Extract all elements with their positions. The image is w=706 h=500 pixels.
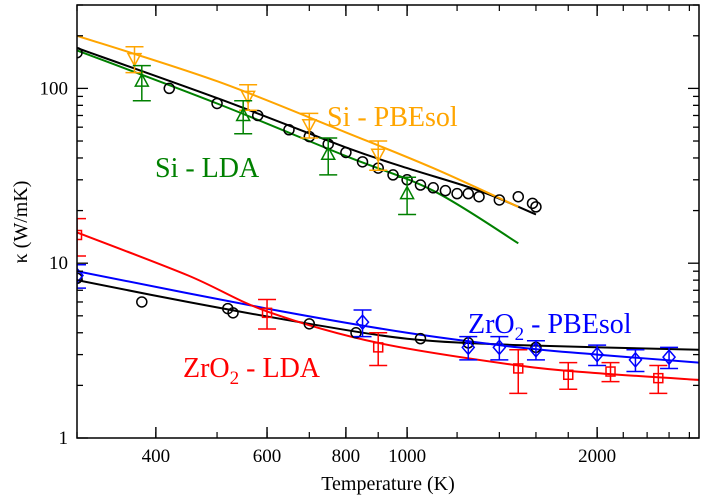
annotation-si-lda: Si - LDA	[155, 153, 260, 184]
data-point	[320, 145, 336, 161]
series-zro2-fit	[77, 279, 699, 351]
annotation-zro2-pbesol: ZrO2 - PBEsol	[468, 309, 632, 345]
series-si-fit	[77, 47, 537, 216]
data-point	[303, 318, 316, 330]
series-si-lda-fit	[77, 49, 519, 245]
data-point	[126, 52, 143, 68]
y-tick-label: 10	[49, 253, 68, 274]
data-point	[77, 272, 83, 285]
data-point	[136, 296, 148, 308]
x-tick-label: 400	[142, 446, 171, 467]
data-point	[451, 187, 463, 200]
axis-tick-labels: 400 600 800 1000 2000 1 10 100	[40, 78, 617, 467]
data-point	[605, 366, 616, 377]
data-point	[211, 97, 223, 110]
plot-area	[77, 34, 699, 395]
series-zro2-pbesol-fit	[77, 270, 699, 364]
data-point	[355, 313, 370, 331]
data-point	[439, 184, 452, 197]
data-point	[492, 339, 507, 356]
data-point	[301, 118, 318, 134]
data-point	[414, 179, 427, 191]
series-zro2-pbesol	[77, 263, 679, 373]
fit-line	[77, 49, 519, 245]
y-tick-label: 100	[40, 78, 69, 99]
series-si-pbesol	[125, 46, 388, 172]
x-tick-label: 600	[253, 446, 282, 467]
x-tick-label: 1000	[388, 446, 426, 467]
annotation-zro2-lda: ZrO2 - LDA	[183, 353, 321, 389]
data-point	[399, 185, 415, 200]
data-point	[414, 332, 427, 345]
data-point	[461, 339, 476, 356]
data-point	[163, 82, 175, 95]
series-zro2-lda	[77, 217, 668, 395]
data-point	[387, 169, 399, 181]
series-zro2-lda-fit	[77, 231, 699, 381]
data-point	[653, 372, 664, 384]
data-point	[513, 363, 524, 374]
y-axis-label: κ (W/mK)	[10, 181, 32, 264]
data-point	[493, 194, 506, 206]
fit-line	[77, 231, 699, 381]
data-point	[590, 346, 605, 363]
chart-annotations: Si - PBEsol Si - LDA ZrO2 - PBEsol ZrO2 - L…	[155, 102, 632, 389]
x-axis-label: Temperature (K)	[321, 473, 455, 495]
data-point	[473, 190, 485, 203]
fit-line	[77, 279, 699, 351]
y-tick-label: 1	[59, 428, 69, 449]
data-point	[251, 109, 264, 122]
data-point	[462, 187, 475, 200]
data-point	[227, 307, 239, 319]
plot-frame	[76, 4, 700, 439]
data-point	[628, 351, 643, 368]
data-point	[283, 124, 295, 136]
series-si-lda	[132, 64, 417, 216]
data-point	[530, 201, 542, 213]
data-point	[77, 267, 84, 284]
data-point	[370, 148, 386, 163]
data-point	[350, 327, 362, 339]
data-point	[427, 182, 439, 194]
fit-line	[77, 270, 699, 364]
x-tick-label: 2000	[578, 446, 616, 467]
series-si-pbesol-fit	[77, 34, 519, 208]
data-point	[77, 229, 83, 241]
data-point	[562, 369, 574, 381]
data-point	[134, 72, 150, 87]
axis-ticks	[76, 4, 699, 439]
annotation-si-pbesol: Si - PBEsol	[327, 102, 458, 133]
data-point	[512, 190, 525, 203]
data-point	[356, 156, 369, 168]
data-point	[372, 342, 384, 353]
fit-line	[77, 47, 537, 216]
data-point	[526, 197, 539, 210]
data-point	[240, 90, 256, 105]
data-point	[235, 106, 251, 122]
fit-line	[77, 34, 519, 208]
x-tick-label: 800	[332, 446, 361, 467]
data-point	[662, 349, 677, 366]
data-point	[261, 307, 273, 319]
data-point	[77, 46, 83, 59]
data-point	[528, 341, 543, 358]
data-point	[340, 146, 352, 159]
